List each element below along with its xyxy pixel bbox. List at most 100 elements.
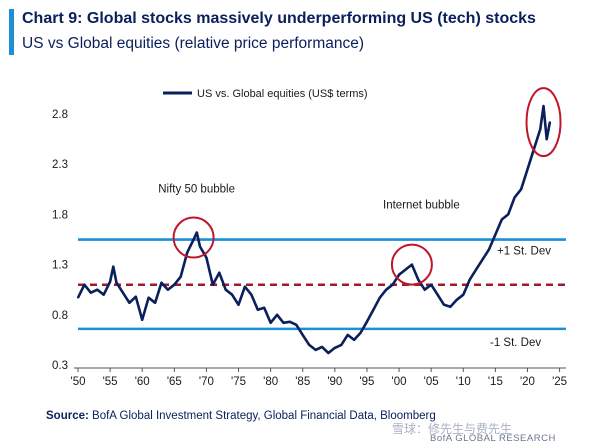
data-point — [488, 248, 490, 251]
data-point — [468, 278, 471, 281]
y-tick-label: 2.8 — [52, 109, 68, 121]
data-point — [314, 349, 317, 351]
data-point — [244, 285, 246, 288]
data-point — [462, 293, 465, 296]
data-point — [398, 273, 400, 276]
data-point — [327, 352, 330, 354]
data-point — [410, 263, 413, 266]
data-point — [128, 301, 131, 304]
data-point — [500, 218, 503, 221]
data-point — [166, 288, 169, 291]
data-point — [211, 283, 214, 286]
x-tick-label: '90 — [327, 376, 342, 388]
data-point — [359, 331, 362, 334]
data-point — [173, 283, 176, 286]
x-tick-label: '95 — [359, 376, 374, 388]
x-tick-label: '50 — [71, 376, 86, 388]
x-tick-label: '60 — [135, 376, 150, 388]
highlight-circle — [172, 216, 215, 259]
data-point — [77, 296, 79, 299]
annotation-label: Nifty 50 bubble — [158, 183, 235, 195]
x-tick-label: '05 — [424, 376, 439, 388]
x-tick-label: '20 — [520, 376, 535, 388]
data-point — [218, 271, 221, 274]
y-tick-label: 2.3 — [52, 159, 68, 171]
data-point — [195, 231, 198, 234]
data-point — [520, 188, 522, 191]
data-point — [378, 296, 381, 299]
data-point — [96, 288, 99, 291]
data-point — [513, 196, 516, 199]
data-point — [147, 296, 150, 299]
data-point — [83, 283, 86, 286]
x-tick-label: '00 — [392, 376, 407, 388]
data-point — [385, 288, 388, 291]
data-point — [192, 238, 195, 241]
data-point — [391, 283, 394, 286]
data-point — [549, 121, 551, 123]
data-point — [417, 278, 420, 281]
data-point — [346, 333, 349, 336]
x-tick-label: '10 — [456, 376, 471, 388]
data-point — [237, 303, 240, 306]
chart-subtitle: US vs Global equities (relative price pe… — [22, 35, 364, 52]
data-point — [542, 105, 545, 107]
data-point — [134, 295, 137, 298]
data-point — [430, 283, 433, 286]
x-tick-label: '75 — [231, 376, 246, 388]
data-point — [507, 213, 510, 216]
data-point — [340, 344, 343, 346]
data-point — [475, 268, 478, 271]
y-tick-label: 0.3 — [52, 360, 68, 372]
y-tick-label: 0.8 — [52, 310, 68, 322]
brand-footer: BofA GLOBAL RESEARCH — [430, 433, 556, 444]
data-point — [179, 275, 182, 278]
data-point — [372, 308, 375, 311]
data-point — [199, 245, 201, 248]
data-point — [186, 251, 189, 254]
data-point — [443, 303, 445, 306]
data-point — [276, 313, 278, 316]
data-point — [404, 268, 407, 271]
series-line — [76, 104, 552, 355]
data-point — [353, 339, 356, 341]
highlight-circle — [390, 243, 433, 286]
source-label: Source: — [46, 410, 89, 422]
data-point — [449, 305, 452, 308]
data-point — [436, 293, 439, 296]
data-point — [423, 288, 426, 291]
data-point — [112, 265, 115, 268]
std-dev-label: +1 St. Dev — [497, 246, 551, 258]
data-point — [160, 281, 163, 284]
x-tick-label: '80 — [263, 376, 278, 388]
watermark: 雪球：修先生与费先生 — [392, 422, 513, 436]
data-point — [89, 291, 92, 294]
source-note: Source: BofA Global Investment Strategy,… — [46, 410, 436, 422]
data-point — [115, 281, 118, 284]
x-tick-label: '70 — [199, 376, 214, 388]
data-point — [295, 323, 298, 326]
data-point — [288, 320, 291, 323]
data-point — [333, 347, 336, 349]
y-tick-label: 1.8 — [52, 209, 68, 221]
data-point — [122, 291, 124, 294]
data-point — [366, 320, 368, 323]
x-tick-label: '65 — [167, 376, 182, 388]
data-point — [545, 138, 548, 141]
data-point — [526, 168, 529, 171]
data-point — [494, 233, 497, 236]
data-point — [154, 301, 156, 304]
chart-title: Chart 9: Global stocks massively underpe… — [22, 10, 536, 27]
x-tick-label: '15 — [488, 376, 503, 388]
data-point — [301, 333, 304, 336]
data-point — [141, 318, 144, 321]
title-accent-bar — [9, 9, 14, 55]
legend-label: US vs. Global equities (US$ terms) — [197, 88, 368, 100]
data-point — [263, 306, 266, 309]
data-point — [231, 293, 234, 296]
x-tick-label: '25 — [552, 376, 567, 388]
data-point — [282, 321, 285, 324]
data-point — [455, 298, 458, 301]
data-point — [205, 256, 208, 259]
